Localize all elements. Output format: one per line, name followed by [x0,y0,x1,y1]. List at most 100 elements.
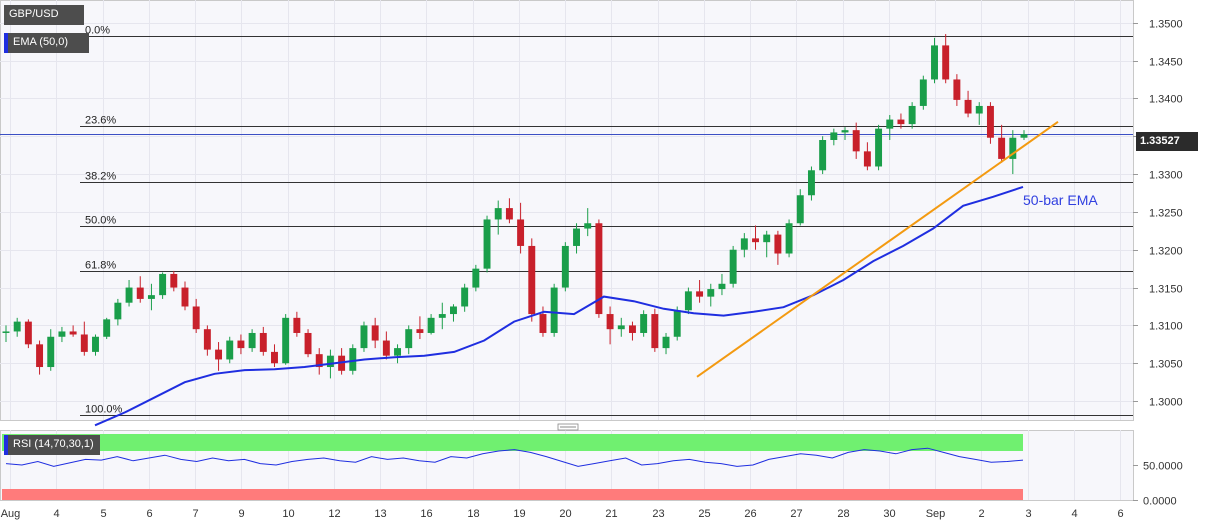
candle-body [684,291,692,311]
candle-body [394,348,402,356]
fib-label: 0.0% [85,25,110,37]
candle-body [226,340,234,360]
x-tick-label: 20 [559,508,571,520]
candle-body [975,105,983,114]
ema-indicator-badge: EMA (50,0) [4,33,89,53]
y-tick-label: 1.3000 [1149,397,1183,409]
candle-body [505,208,513,220]
rsi-y-tick-label: 50.0000 [1143,461,1183,473]
y-tick-label: 1.3250 [1149,208,1183,220]
candle-body [136,287,144,299]
candle-body [595,223,603,315]
x-tick-label: Aug [1,508,21,520]
candle-body [259,332,267,352]
candle-body [561,245,569,288]
candle-body [147,295,155,299]
candle-body [819,140,827,171]
candle-body [494,208,502,220]
candle-body [628,325,636,333]
symbol-badge: GBP/USD [4,5,84,25]
candle-body [382,340,390,356]
candle-body [886,119,894,129]
candle-body [707,289,715,297]
rsi-overbought-zone [2,434,1023,451]
candle-body [36,344,44,368]
rsi-line [5,447,1024,467]
last-price-label: 1.33527 [1136,132,1198,151]
x-tick-label: 2 [978,508,984,520]
candle-body [830,132,838,140]
candle-body [953,79,961,100]
candle-body [170,273,178,288]
y-tick-label: 1.3150 [1149,284,1183,296]
candle-body [752,238,759,243]
candle-body [550,287,558,333]
x-tick-label: 26 [744,508,756,520]
fib-label: 61.8% [85,260,116,272]
candle-body [528,245,536,315]
y-tick-label: 1.3050 [1149,359,1183,371]
candle-body [24,321,32,345]
candle-body [13,321,21,332]
x-tick-label: 4 [53,508,59,520]
candle-body [58,331,66,337]
candle-body [483,219,491,269]
x-tick-label: 6 [146,508,152,520]
candle-body [92,336,99,352]
x-tick-label: 18 [467,508,479,520]
x-tick-label: 21 [605,508,617,520]
fib-label: 100.0% [85,404,123,416]
x-tick-label: 12 [328,508,340,520]
candle-body [617,325,625,330]
ema-line [94,185,1024,427]
candle-body [807,170,815,196]
rsi-indicator-badge: RSI (14,70,30,1) [4,435,100,455]
candle-body [461,287,469,307]
candle-body [875,128,883,167]
candle-body [2,331,10,333]
candle-body [539,314,547,333]
y-tick-label: 1.3500 [1149,19,1183,31]
candle-body [47,336,55,368]
candle-body [863,151,871,167]
candle-body [416,329,424,333]
fib-label: 23.6% [85,115,116,127]
candle-body [964,99,972,114]
x-tick-label: 10 [282,508,294,520]
x-tick-label: 30 [883,508,895,520]
trendline [696,121,1059,378]
candle-body [986,105,994,138]
candle-body [360,325,368,349]
candle-body [315,354,323,368]
candle-body [651,314,659,349]
candle-body [293,317,301,333]
y-tick-label: 1.3300 [1149,170,1183,182]
candle-body [606,314,614,330]
ema-annotation: 50-bar EMA [1023,192,1098,208]
candle-body [897,119,905,125]
candle-body [942,45,950,80]
y-tick-label: 1.3450 [1149,57,1183,69]
candle-body [662,336,670,349]
candle-body [718,283,726,290]
candle-body [159,273,167,296]
fib-label: 50.0% [85,215,116,227]
rsi-y-tick-label: 0.0000 [1143,496,1177,508]
candle-body [640,314,648,333]
candle-body [203,329,211,350]
y-tick-label: 1.3200 [1149,246,1183,258]
x-tick-label: 7 [192,508,198,520]
candle-body [774,234,782,254]
x-tick-label: 16 [420,508,432,520]
candle-body [304,332,312,355]
candle-body [371,325,379,341]
x-tick-label: 23 [652,508,664,520]
x-tick-label: Sep [926,508,946,520]
x-tick-label: 19 [513,508,525,520]
candle-body [248,332,256,349]
candle-body [573,228,580,246]
candle-body [1020,134,1028,138]
candle-body [181,287,189,307]
candle-body [405,329,413,349]
